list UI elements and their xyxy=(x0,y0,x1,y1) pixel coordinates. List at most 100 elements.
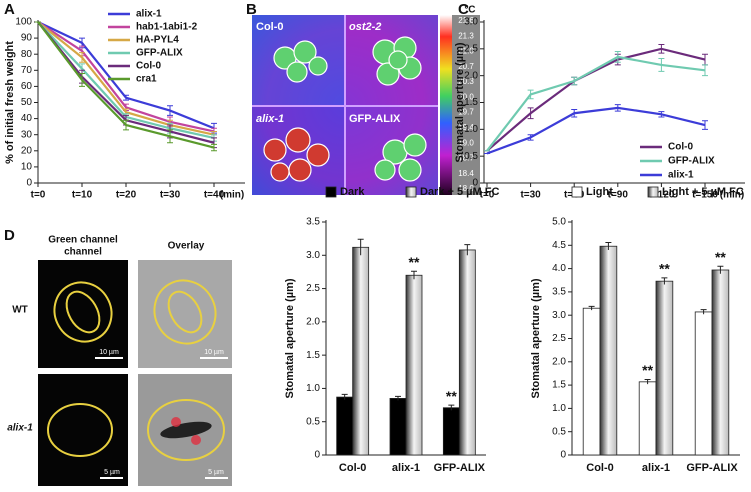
x-tick-label: t=30 xyxy=(520,190,541,201)
legend-label: Col-0 xyxy=(136,61,161,72)
bar xyxy=(599,245,618,456)
x-tick-label: t=30 xyxy=(160,190,181,201)
thermal-scale-label: 20.3 xyxy=(458,77,474,86)
y-axis-label: Stomatal aperture (µm) xyxy=(454,42,466,162)
y-tick-label: 2.0 xyxy=(306,316,320,327)
error-bar xyxy=(79,73,85,87)
x-tick-label: Col-0 xyxy=(339,462,367,474)
error-bar xyxy=(123,94,129,101)
y-tick-label: 70 xyxy=(21,65,33,76)
panel-label: A xyxy=(4,1,15,18)
y-tick-label: 3.5 xyxy=(306,217,320,228)
y-tick-label: 1.5 xyxy=(306,350,320,361)
x-tick-label: t=10 xyxy=(72,190,93,201)
y-tick-label: 10 xyxy=(21,162,33,173)
y-tick-label: 4.5 xyxy=(552,240,566,251)
legend-label: Light + 5 µM FC xyxy=(662,186,744,198)
y-axis-label: Stomatal aperture (µm) xyxy=(530,278,542,398)
error-bar xyxy=(395,395,401,401)
x-tick-label: GFP-ALIX xyxy=(686,462,738,474)
legend-label: alix-1 xyxy=(136,9,162,20)
bar xyxy=(655,280,674,456)
x-tick-label: t=0 xyxy=(31,190,46,201)
thermal-scale-label: 20.0 xyxy=(458,92,474,101)
scale-bar-label: 10 µm xyxy=(204,349,224,356)
x-unit: (min) xyxy=(720,190,744,201)
y-tick-label: 3.0 xyxy=(306,250,320,261)
y-tick-label: 0 xyxy=(560,450,566,461)
y-axis-label: Stomatal aperture (µm) xyxy=(284,278,296,398)
y-tick-label: 0.5 xyxy=(306,416,320,427)
scale-bar-label: 5 µm xyxy=(208,469,224,476)
y-tick-label: 1.0 xyxy=(464,124,478,135)
y-axis-label: % of initial fresh weight xyxy=(4,41,16,164)
y-tick-label: 2.0 xyxy=(464,70,478,81)
y-tick-label: 1.5 xyxy=(552,380,566,391)
x-tick-label: t=40 xyxy=(204,190,225,201)
thermal-scale-label: 18.0 xyxy=(458,184,474,193)
thermal-scale-label: 19.0 xyxy=(458,138,474,147)
error-bar xyxy=(614,104,621,112)
bar xyxy=(389,398,407,456)
scale-bar-label: 5 µm xyxy=(104,469,120,476)
y-tick-label: 1.5 xyxy=(464,97,478,108)
thermal-scale-label: 20.7 xyxy=(458,62,474,71)
bar xyxy=(638,381,657,456)
legend-label: Col-0 xyxy=(668,142,693,153)
legend-label: Dark xyxy=(340,186,365,198)
legend-swatch xyxy=(647,186,659,198)
y-tick-label: 0 xyxy=(472,178,478,189)
y-tick-label: 3.0 xyxy=(552,310,566,321)
significance: ** xyxy=(659,261,670,277)
y-tick-label: 2.5 xyxy=(464,43,478,54)
y-tick-label: 0 xyxy=(26,178,32,189)
error-bar xyxy=(167,105,173,116)
error-bar xyxy=(448,404,455,411)
legend-label: HA-PYL4 xyxy=(136,35,179,46)
error-bar xyxy=(79,52,85,63)
significance: ** xyxy=(409,254,420,270)
thermal-scale-label: 21.0 xyxy=(458,47,474,56)
y-tick-label: 1.0 xyxy=(306,383,320,394)
error-bar xyxy=(644,379,651,385)
x-tick-label: t=90 xyxy=(608,190,629,201)
bar xyxy=(711,269,730,456)
legend-swatch xyxy=(571,186,583,198)
thermal-scale-label: 21.3 xyxy=(458,31,474,40)
error-bar xyxy=(211,143,217,152)
y-tick-label: 20 xyxy=(21,145,33,156)
error-bar xyxy=(700,309,707,315)
thermal-scale-label: 18.4 xyxy=(458,169,474,178)
thermal-label: ost2-2 xyxy=(349,21,381,33)
thermal-unit: ºC xyxy=(465,5,476,16)
row-label: alix-1 xyxy=(7,423,33,434)
error-bar xyxy=(167,129,173,144)
micrographs: Green channel channel Overlay WT alix-1 … xyxy=(7,235,232,486)
legend-label: Dark + 5 µM FC xyxy=(420,186,499,198)
y-tick-label: 0 xyxy=(314,450,320,461)
error-bar xyxy=(341,393,348,400)
y-tick-label: 3.5 xyxy=(552,287,566,298)
bar xyxy=(582,307,601,456)
legend-label: alix-1 xyxy=(668,170,694,181)
error-bar xyxy=(658,111,665,118)
column-label: Overlay xyxy=(168,241,205,252)
y-tick-label: 80 xyxy=(21,49,33,60)
y-tick-label: 60 xyxy=(21,81,33,92)
column-label: channel xyxy=(64,247,102,258)
y-tick-label: 50 xyxy=(21,97,33,108)
x-tick-label: t=120 xyxy=(648,190,674,201)
x-tick-label: alix-1 xyxy=(392,462,420,474)
bar xyxy=(458,249,476,456)
error-bar xyxy=(702,120,708,130)
thermal-scale-label: 19.7 xyxy=(458,108,474,117)
error-bar xyxy=(658,44,665,54)
thermal-label: alix-1 xyxy=(256,113,284,125)
thermal-scale-label: 19.4 xyxy=(458,123,474,132)
y-tick-label: 1.0 xyxy=(552,403,566,414)
error-bar xyxy=(464,244,471,256)
bar xyxy=(336,396,354,456)
significance: ** xyxy=(715,249,726,265)
series-line xyxy=(486,55,706,152)
thermal-label: GFP-ALIX xyxy=(349,113,401,125)
